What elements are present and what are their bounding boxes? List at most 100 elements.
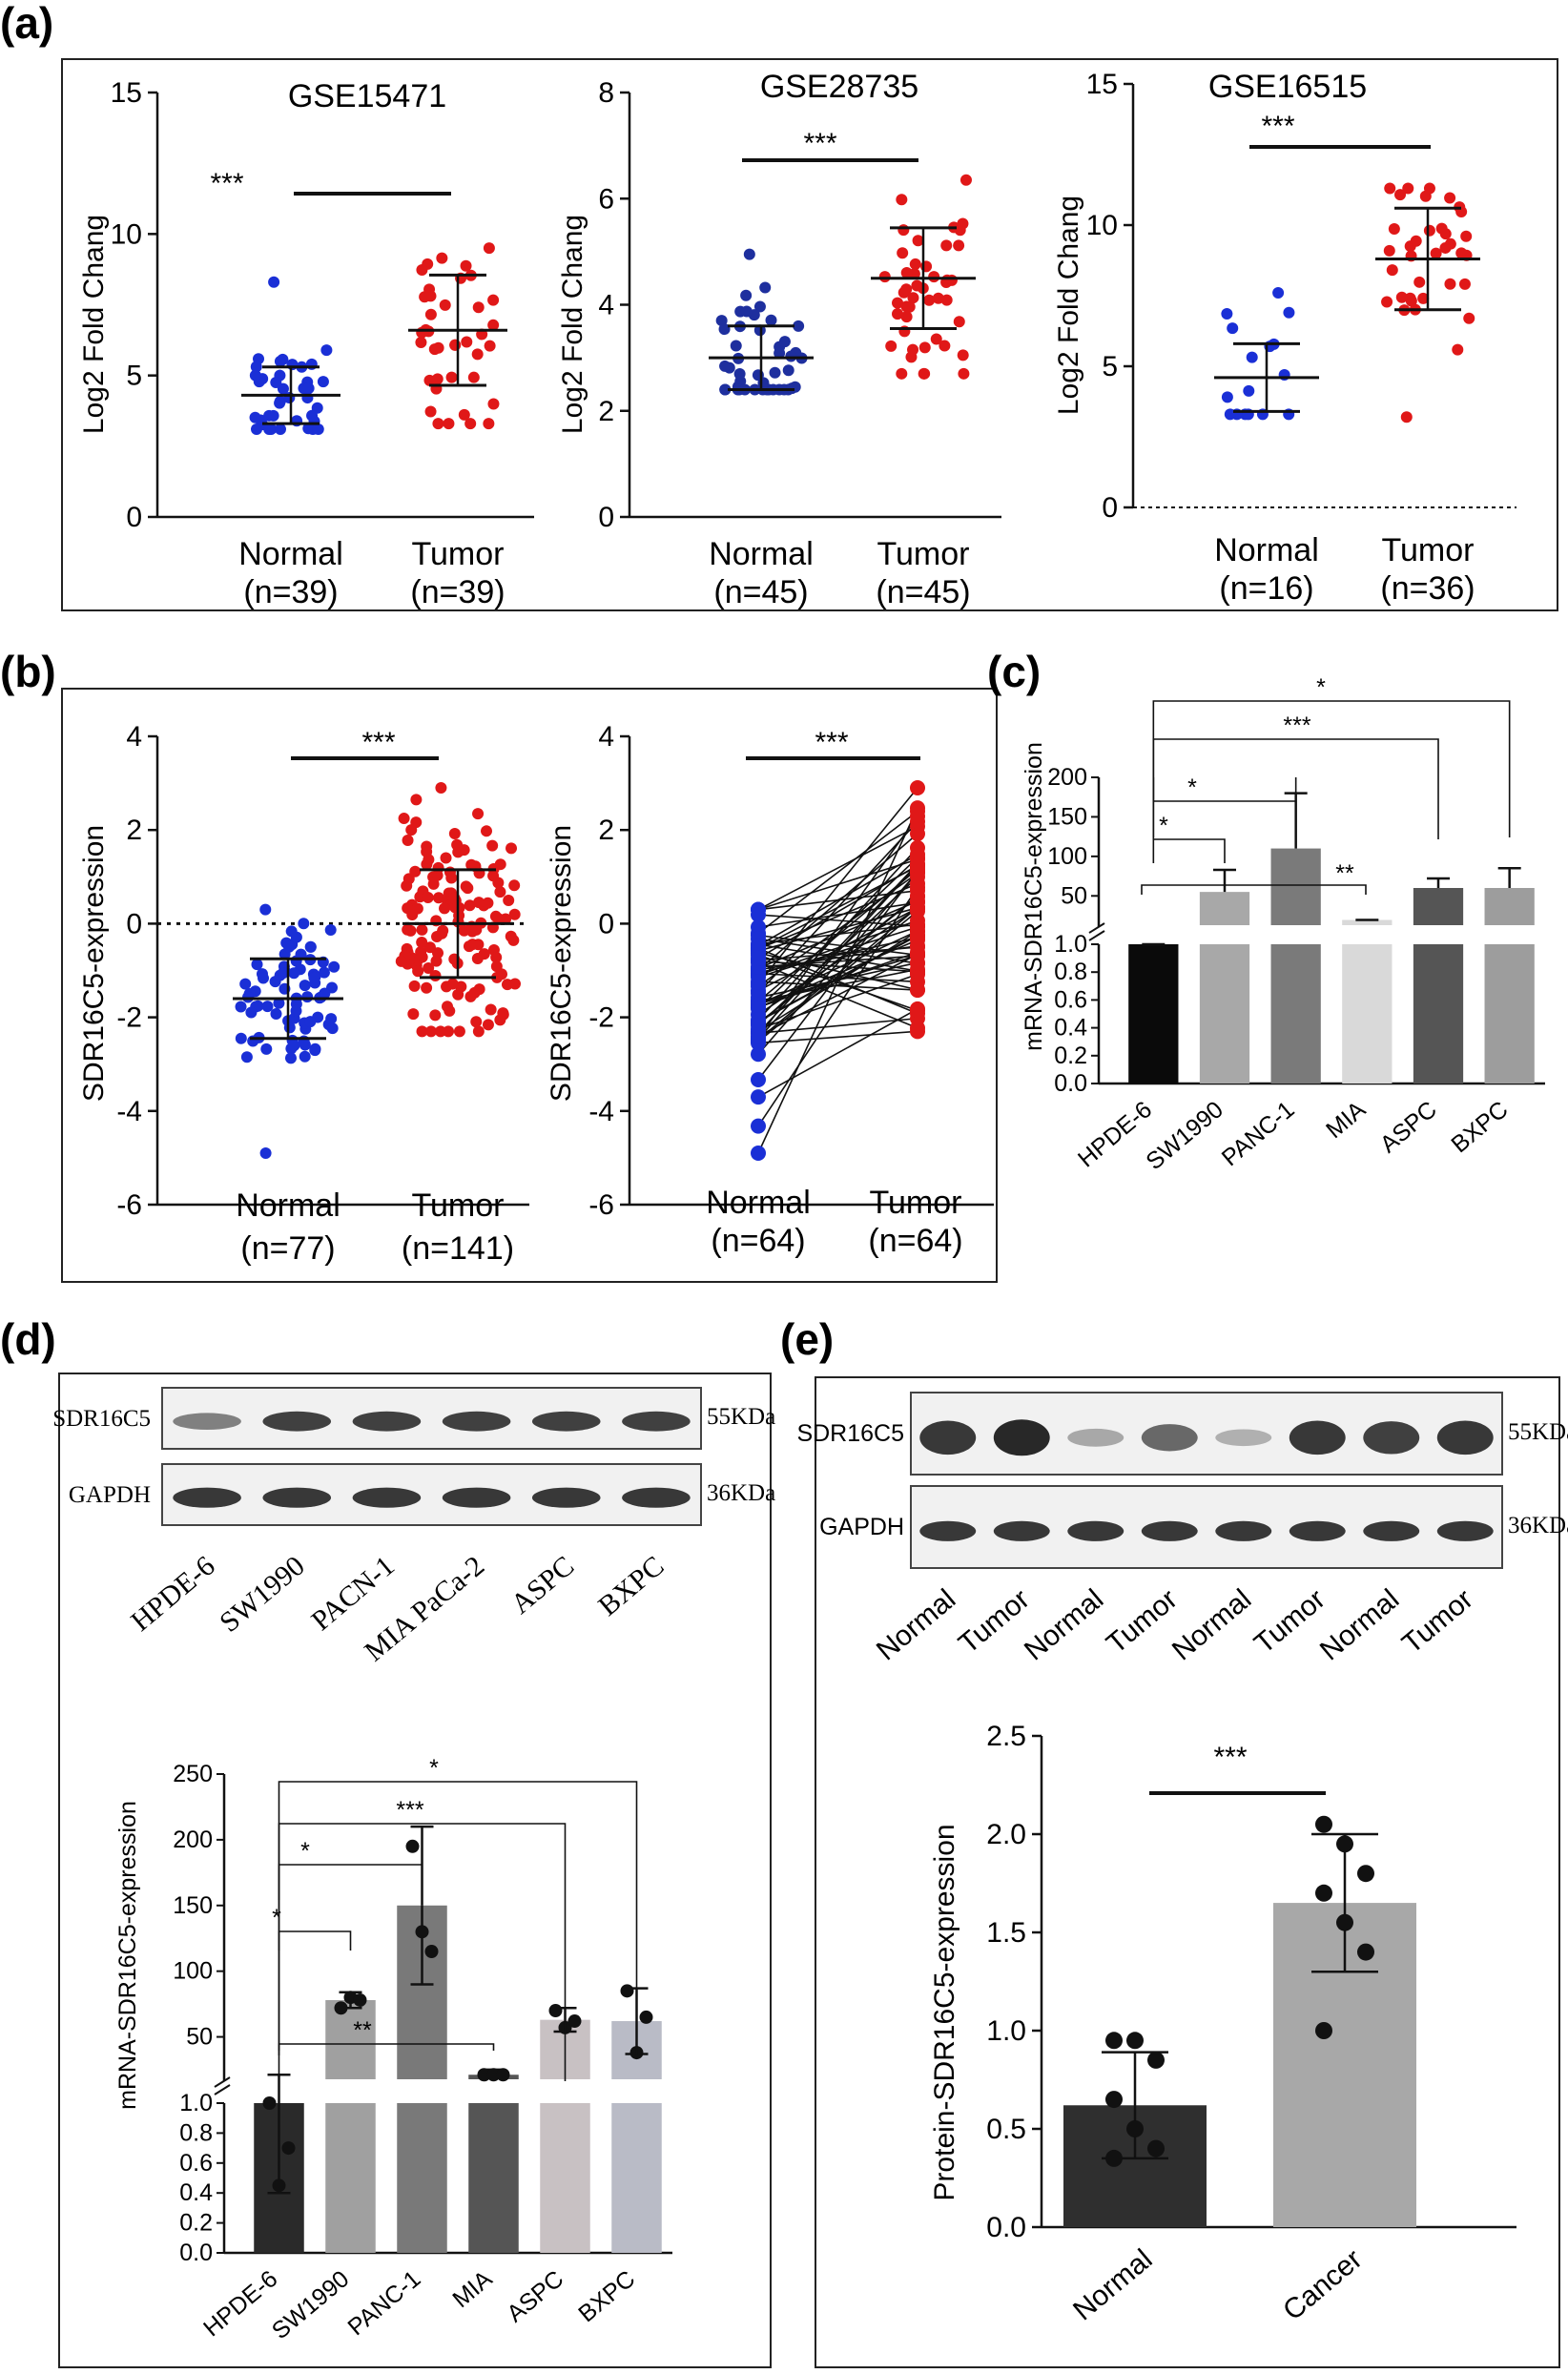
data-point — [462, 882, 474, 895]
data-point — [715, 315, 728, 327]
panel-label-e: (e) — [780, 1314, 834, 1364]
data-point — [274, 355, 286, 367]
data-point — [482, 1019, 494, 1031]
data-point — [1435, 222, 1448, 235]
y-tick-label: 0 — [598, 908, 614, 939]
data-point — [1400, 411, 1413, 423]
blot-size-label: 55KDa — [1508, 1419, 1568, 1445]
n-label-normal: (n=39) — [243, 574, 338, 610]
y-tick-label: -2 — [116, 1002, 142, 1034]
pair-line — [757, 833, 918, 971]
blot-band — [1215, 1520, 1272, 1541]
data-point — [477, 2068, 491, 2082]
data-point — [326, 1022, 339, 1035]
blot-band — [622, 1487, 691, 1508]
data-point — [288, 967, 300, 980]
data-point — [751, 1118, 766, 1134]
data-point — [395, 955, 407, 967]
significance-label: *** — [803, 128, 836, 159]
data-point — [1357, 1865, 1374, 1883]
data-point — [486, 839, 499, 852]
panel-d-frame — [58, 1373, 772, 2368]
data-point — [1452, 343, 1464, 356]
data-point — [497, 1007, 509, 1020]
y-tick-label: 250 — [173, 1761, 213, 1787]
data-point — [460, 259, 472, 272]
data-point — [431, 373, 444, 385]
data-point — [432, 418, 444, 430]
y-tick-label: 10 — [111, 218, 142, 250]
y-tick-label: 2.0 — [986, 1819, 1026, 1850]
data-point — [290, 1004, 302, 1017]
data-point — [472, 808, 485, 820]
data-point — [267, 409, 279, 422]
data-point — [910, 919, 925, 935]
data-point — [1439, 241, 1452, 254]
y-tick-label: 50 — [1061, 882, 1087, 909]
data-point — [1386, 264, 1398, 277]
data-point — [910, 879, 925, 896]
data-point — [1413, 276, 1426, 288]
data-point — [923, 294, 936, 306]
data-point — [285, 925, 298, 938]
data-point — [751, 1028, 766, 1044]
blot-band — [919, 1520, 977, 1541]
y-tick-label: 0.0 — [1054, 1070, 1087, 1097]
data-point — [751, 1001, 766, 1017]
data-point — [423, 961, 435, 974]
bar — [1199, 892, 1250, 925]
data-point — [458, 408, 470, 421]
data-point — [918, 367, 931, 380]
data-point — [940, 294, 953, 306]
data-point — [1410, 235, 1422, 247]
y-tick-label: 0.0 — [986, 2212, 1026, 2243]
data-point — [416, 263, 428, 276]
data-point — [897, 224, 910, 237]
data-point — [1147, 2051, 1165, 2069]
data-point — [251, 959, 263, 971]
data-point — [245, 1006, 258, 1019]
comparison-label: ** — [0, 0, 10, 6]
blot-row-label: GAPDH — [819, 1514, 904, 1540]
data-point — [259, 903, 272, 916]
data-point — [432, 892, 444, 904]
data-point — [508, 879, 521, 892]
data-point — [1417, 292, 1430, 304]
y-tick-label: 2 — [598, 815, 614, 846]
data-point — [431, 930, 444, 942]
data-point — [910, 857, 925, 874]
blot-band — [1363, 1520, 1420, 1541]
data-point — [910, 948, 925, 964]
data-point — [740, 305, 753, 318]
data-point — [1357, 1943, 1374, 1961]
data-point — [743, 248, 755, 260]
comparison-bracket — [278, 2043, 495, 2051]
comparison-bracket — [278, 1864, 423, 1900]
panel-label-c: (c) — [987, 647, 1041, 696]
comparison-label: *** — [396, 1797, 423, 1824]
bar — [1413, 944, 1464, 1084]
blot-lane-label: BXPC — [592, 1550, 670, 1622]
data-point — [496, 968, 508, 981]
comparison-label: *** — [1283, 712, 1310, 739]
y-tick-label: 0.6 — [1054, 986, 1087, 1013]
n-label-tumor: (n=141) — [402, 1230, 514, 1267]
data-point — [903, 300, 916, 313]
data-point — [432, 947, 444, 960]
bar — [611, 2103, 662, 2253]
bar — [1342, 919, 1393, 925]
data-point — [416, 326, 428, 339]
y-tick-label: 0.0 — [179, 2240, 213, 2266]
data-point — [471, 348, 484, 361]
pair-line — [757, 952, 918, 991]
data-point — [270, 1007, 282, 1020]
data-point — [782, 364, 794, 377]
data-point — [751, 950, 766, 966]
data-point — [939, 340, 951, 352]
data-point — [910, 826, 925, 842]
y-tick-label: 2 — [126, 815, 142, 846]
pair-line — [757, 847, 918, 1021]
data-point — [567, 2014, 582, 2029]
pair-line — [757, 876, 918, 1026]
